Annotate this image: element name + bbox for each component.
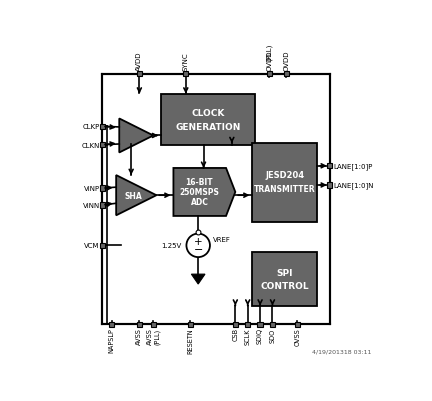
Text: +: +: [194, 237, 203, 247]
Bar: [327, 164, 332, 169]
Text: TRANSMITTER: TRANSMITTER: [254, 185, 316, 194]
Bar: [100, 186, 105, 191]
Text: VCM: VCM: [84, 243, 100, 249]
Bar: [109, 322, 114, 327]
Bar: [252, 144, 318, 223]
Text: AVSS: AVSS: [137, 328, 143, 344]
Bar: [257, 322, 263, 327]
Text: AVDD: AVDD: [137, 52, 143, 71]
Text: VINN: VINN: [83, 203, 100, 209]
Text: CLOCK: CLOCK: [191, 109, 225, 117]
Bar: [233, 322, 238, 327]
Bar: [100, 143, 105, 148]
Text: JESD204: JESD204: [265, 171, 305, 180]
Polygon shape: [173, 168, 235, 217]
Bar: [267, 72, 272, 77]
Text: LANE[1:0]P: LANE[1:0]P: [334, 163, 373, 170]
Bar: [161, 95, 255, 146]
Text: CSB: CSB: [232, 328, 238, 340]
Circle shape: [187, 234, 210, 257]
Text: VREF: VREF: [213, 237, 231, 243]
Text: OVDD: OVDD: [283, 51, 289, 71]
Bar: [100, 124, 105, 130]
Bar: [183, 72, 188, 77]
Text: SPI: SPI: [276, 268, 293, 277]
Text: LANE[1:0]N: LANE[1:0]N: [334, 182, 374, 189]
Bar: [188, 322, 193, 327]
Text: (PLL): (PLL): [266, 43, 273, 61]
Polygon shape: [119, 119, 153, 153]
Text: 1.25V: 1.25V: [162, 243, 182, 249]
Text: SHA: SHA: [125, 191, 143, 200]
Text: CLKP: CLKP: [83, 124, 100, 130]
Bar: [151, 322, 156, 327]
Polygon shape: [191, 274, 205, 284]
Text: 16-BIT: 16-BIT: [186, 178, 213, 187]
Text: SDIQ: SDIQ: [257, 328, 263, 344]
Bar: [252, 252, 318, 306]
Text: 4/19/201318 03:11: 4/19/201318 03:11: [312, 349, 372, 354]
Text: AVSS
(PLL): AVSS (PLL): [146, 328, 160, 344]
Polygon shape: [116, 176, 156, 216]
Bar: [284, 72, 289, 77]
Text: SCLK: SCLK: [245, 328, 251, 344]
Bar: [100, 203, 105, 208]
Text: CONTROL: CONTROL: [260, 281, 309, 290]
Bar: [295, 322, 300, 327]
Text: OVDD: OVDD: [267, 51, 273, 71]
Text: OVSS: OVSS: [294, 328, 300, 345]
Text: ADC: ADC: [191, 198, 208, 207]
Bar: [270, 322, 275, 327]
Text: CLKN: CLKN: [81, 142, 100, 148]
Text: NAPSLP: NAPSLP: [108, 328, 114, 352]
Text: VINP: VINP: [84, 186, 100, 192]
Text: −: −: [194, 245, 203, 255]
Text: SDO: SDO: [270, 328, 276, 342]
Bar: [102, 74, 330, 324]
Bar: [137, 322, 142, 327]
Bar: [137, 72, 142, 77]
Bar: [327, 183, 332, 188]
Text: RESETN: RESETN: [187, 328, 194, 353]
Bar: [100, 243, 105, 248]
Text: SYNC: SYNC: [183, 53, 189, 71]
Bar: [245, 322, 250, 327]
Text: 250MSPS: 250MSPS: [179, 188, 219, 197]
Text: GENERATION: GENERATION: [175, 122, 241, 131]
